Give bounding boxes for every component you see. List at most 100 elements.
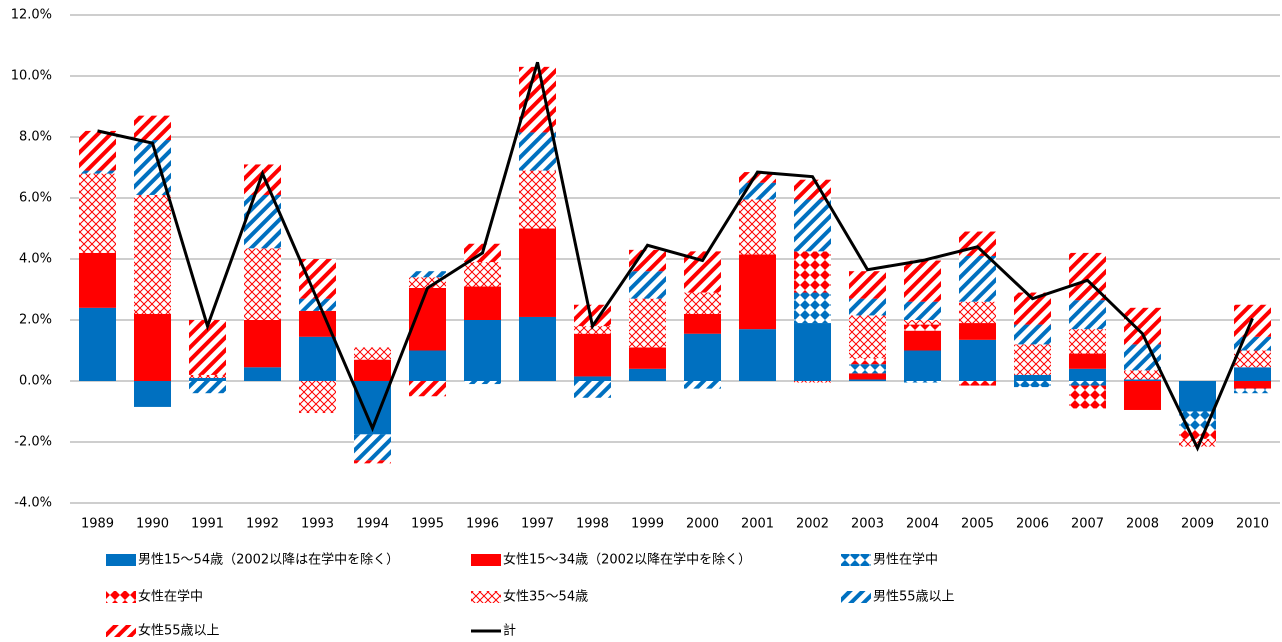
bar-segment bbox=[739, 254, 776, 330]
bar-segment bbox=[739, 172, 776, 183]
bar-segment bbox=[464, 286, 501, 320]
bar-segment bbox=[519, 170, 556, 229]
y-tick-label: 0.0% bbox=[19, 374, 52, 389]
bar-segment bbox=[354, 434, 391, 461]
bar-segment bbox=[794, 199, 831, 252]
y-tick-label: 8.0% bbox=[19, 130, 52, 145]
bar-segment bbox=[574, 381, 611, 398]
x-tick-label: 1996 bbox=[466, 517, 499, 532]
bar-segment bbox=[354, 460, 391, 464]
bar-segment bbox=[79, 130, 116, 171]
bar-segment bbox=[409, 271, 446, 278]
bar-segment bbox=[849, 358, 886, 365]
bar-segment bbox=[464, 320, 501, 381]
bar-segment bbox=[464, 381, 501, 385]
bar-segment bbox=[904, 260, 941, 302]
bar-segment bbox=[1234, 388, 1271, 394]
x-tick-label: 2007 bbox=[1071, 517, 1104, 532]
bar-segment bbox=[409, 381, 446, 397]
bar-segment bbox=[244, 248, 281, 320]
bar-segment bbox=[904, 330, 941, 351]
bar-segment bbox=[849, 364, 886, 374]
bar-segment bbox=[464, 262, 501, 287]
bar-segment bbox=[684, 313, 721, 334]
x-tick-label: 2008 bbox=[1126, 517, 1159, 532]
bar-segment bbox=[299, 298, 336, 311]
legend-key bbox=[841, 591, 871, 603]
bar-segment bbox=[959, 339, 996, 381]
x-tick-label: 1998 bbox=[576, 517, 609, 532]
bar-segment bbox=[1014, 381, 1051, 388]
y-tick-label: 2.0% bbox=[19, 313, 52, 328]
bar-segment bbox=[519, 228, 556, 317]
bar-segment bbox=[1234, 350, 1271, 368]
bar-segment bbox=[959, 381, 996, 386]
x-tick-label: 1999 bbox=[631, 517, 664, 532]
bar-segment bbox=[244, 164, 281, 195]
bar-segment bbox=[629, 271, 666, 299]
bar-segment bbox=[134, 115, 171, 141]
bar-segment bbox=[79, 307, 116, 381]
bar-segment bbox=[299, 259, 336, 299]
legend-key bbox=[106, 625, 136, 637]
bar-segment bbox=[189, 377, 226, 381]
bar-segment bbox=[629, 298, 666, 348]
bar-segment bbox=[1014, 374, 1051, 381]
bar-segment bbox=[574, 376, 611, 381]
bar-segment bbox=[904, 350, 941, 381]
bar-segment bbox=[79, 252, 116, 308]
x-tick-label: 1994 bbox=[356, 517, 389, 532]
bar-segment bbox=[1179, 429, 1216, 439]
bar-segment bbox=[79, 170, 116, 174]
legend-key bbox=[106, 591, 136, 603]
bar-segment bbox=[684, 292, 721, 314]
bar-segment bbox=[1069, 368, 1106, 381]
legend-label: 女性55歳以上 bbox=[138, 623, 220, 639]
bar-segment bbox=[1069, 300, 1106, 330]
bar-segment bbox=[684, 333, 721, 381]
bar-segment bbox=[1014, 344, 1051, 375]
bar-segment bbox=[299, 336, 336, 381]
x-tick-label: 2002 bbox=[796, 517, 829, 532]
bar-segment bbox=[1069, 329, 1106, 354]
bar-segment bbox=[849, 373, 886, 380]
bar-segment bbox=[299, 381, 336, 414]
x-tick-label: 2006 bbox=[1016, 517, 1049, 532]
x-tick-label: 1989 bbox=[81, 517, 114, 532]
x-tick-label: 2001 bbox=[741, 517, 774, 532]
x-tick-label: 1990 bbox=[136, 517, 169, 532]
bar-segment bbox=[739, 329, 776, 381]
bar-segment bbox=[904, 301, 941, 320]
bar-segment bbox=[134, 313, 171, 381]
bar-segment bbox=[629, 347, 666, 369]
bar-segment bbox=[794, 323, 831, 381]
bar-segment bbox=[574, 326, 611, 334]
x-tick-label: 1995 bbox=[411, 517, 444, 532]
bar-segment bbox=[849, 298, 886, 316]
bar-segment bbox=[849, 315, 886, 359]
x-tick-label: 1991 bbox=[191, 517, 224, 532]
bar-segment bbox=[794, 251, 831, 293]
bar-segment bbox=[959, 231, 996, 256]
bar-segment bbox=[959, 301, 996, 324]
bar-segment bbox=[629, 249, 666, 272]
bar-segment bbox=[904, 324, 941, 331]
bar-segment bbox=[1014, 324, 1051, 345]
x-tick-label: 2009 bbox=[1181, 517, 1214, 532]
bar-segment bbox=[1179, 438, 1216, 447]
bar-segment bbox=[1069, 385, 1106, 409]
bar-segment bbox=[1234, 367, 1271, 381]
bar-segment bbox=[189, 381, 226, 394]
bar-segment bbox=[904, 381, 941, 383]
bar-segment bbox=[354, 359, 391, 381]
bar-segment bbox=[684, 381, 721, 389]
bar-segment bbox=[629, 368, 666, 381]
legend-label: 男性在学中 bbox=[873, 552, 938, 568]
x-tick-label: 2004 bbox=[906, 517, 939, 532]
bar-segment bbox=[1124, 370, 1161, 380]
bar-segment bbox=[904, 320, 941, 325]
bar-segment bbox=[244, 367, 281, 381]
x-tick-label: 2000 bbox=[686, 517, 719, 532]
bar-segment bbox=[1179, 381, 1216, 412]
